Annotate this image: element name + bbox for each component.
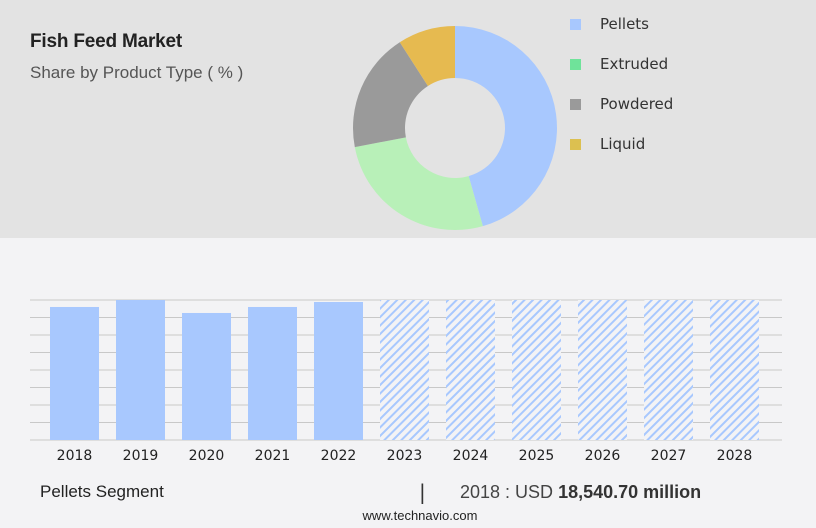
bar-2021 xyxy=(248,306,297,440)
bar-2026 xyxy=(578,300,627,440)
legend-label: Liquid xyxy=(600,135,646,153)
x-tick-label: 2021 xyxy=(255,448,291,464)
donut-slice-liquid xyxy=(399,26,455,86)
legend-swatch xyxy=(570,18,581,30)
donut-slice-pellets xyxy=(455,25,558,227)
x-tick-label: 2023 xyxy=(387,448,423,464)
year-label: 2018 : USD xyxy=(460,482,554,502)
legend-label: Pellets xyxy=(600,15,649,33)
bar-2027 xyxy=(644,300,693,440)
bar-2020 xyxy=(182,312,231,440)
bar-2023 xyxy=(380,300,429,440)
x-tick-label: 2026 xyxy=(585,448,621,464)
legend-swatch xyxy=(570,138,581,150)
bar-2025 xyxy=(512,300,561,440)
legend-item-powdered: Powdered xyxy=(570,94,673,114)
x-tick-label: 2018 xyxy=(57,448,93,464)
x-tick-label: 2024 xyxy=(453,448,489,464)
legend-label: Powdered xyxy=(600,95,674,113)
bar-2019 xyxy=(116,300,165,440)
legend-item-liquid: Liquid xyxy=(570,134,645,154)
x-tick-label: 2020 xyxy=(189,448,225,464)
segment-value: 2018 : USD 18,540.70 million xyxy=(460,482,701,503)
x-tick-label: 2022 xyxy=(321,448,357,464)
legend-label: Extruded xyxy=(600,55,669,73)
legend-swatch xyxy=(570,58,581,70)
bar-2022 xyxy=(314,301,363,440)
source-link[interactable]: www.technavio.com xyxy=(362,508,478,523)
legend-item-pellets: Pellets xyxy=(570,14,649,34)
donut-chart xyxy=(352,25,558,230)
bar-2018 xyxy=(50,306,99,440)
x-tick-label: 2027 xyxy=(651,448,687,464)
footer-separator: | xyxy=(419,480,426,504)
donut-slice-powdered xyxy=(352,42,428,148)
donut-slice-extruded xyxy=(354,137,483,230)
chart-subtitle: Share by Product Type ( % ) xyxy=(30,63,244,82)
bar-2028 xyxy=(710,300,759,440)
segment-label: Pellets Segment xyxy=(40,482,164,501)
bar-2024 xyxy=(446,300,495,440)
x-tick-label: 2025 xyxy=(519,448,555,464)
x-tick-label: 2019 xyxy=(123,448,159,464)
legend-swatch xyxy=(570,98,581,110)
chart-title: Fish Feed Market xyxy=(30,31,183,52)
legend-item-extruded: Extruded xyxy=(570,54,668,74)
value-text: 18,540.70 million xyxy=(558,482,702,502)
x-tick-label: 2028 xyxy=(717,448,753,464)
